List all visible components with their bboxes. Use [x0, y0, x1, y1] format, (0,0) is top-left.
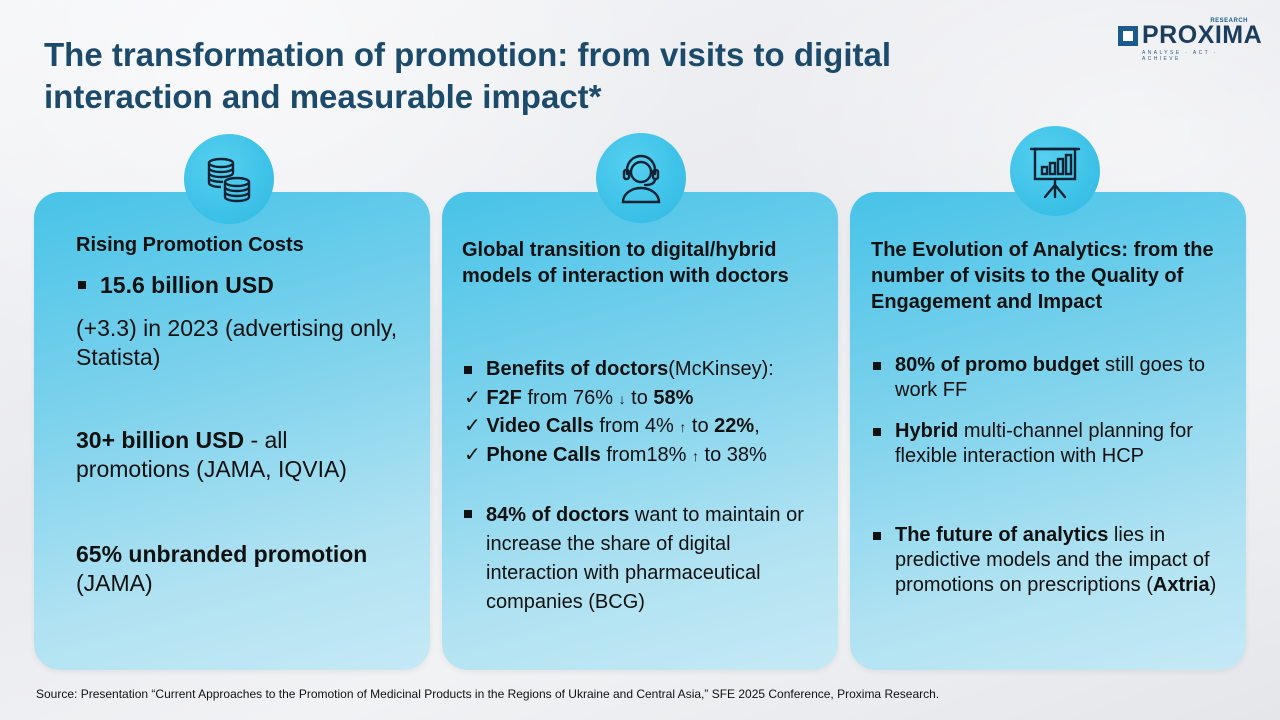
card2-benefits: Benefits of doctors(McKinsey):: [486, 358, 774, 380]
bullet-marker: [873, 428, 881, 436]
bullet-marker: [464, 366, 472, 374]
bullet-marker: [78, 281, 86, 289]
bullet-marker: [464, 510, 472, 518]
card-promotion-costs: [34, 192, 430, 670]
card3-future-analytics: The future of analytics lies in predicti…: [895, 524, 1217, 596]
coins-icon: [184, 134, 274, 224]
arrow-up-icon: ↑: [679, 419, 687, 435]
card1-cost-detail: (+3.3) in 2023 (advertising only, Statis…: [76, 315, 398, 370]
bullet-marker: [873, 532, 881, 540]
slide-title: The transformation of promotion: from vi…: [44, 36, 891, 115]
card3-heading: The Evolution of Analytics: from the num…: [871, 239, 1214, 313]
card1-bullet-cost: 15.6 billion USD: [100, 272, 274, 298]
card1-heading: Rising Promotion Costs: [76, 234, 304, 256]
card-analytics-evolution: [850, 192, 1246, 670]
arrow-down-icon: ↓: [618, 391, 626, 407]
card1-unbranded: 65% unbranded promotion (JAMA): [76, 541, 368, 596]
card3-promo-budget: 80% of promo budget still goes to work F…: [895, 354, 1206, 401]
card2-f2f-row: ✓ F2F from 76% ↓ to 58%: [464, 387, 694, 409]
card2-doctors-share: 84% of doctors want to maintain or incre…: [486, 504, 804, 613]
source-footnote: Source: Presentation “Current Approaches…: [36, 687, 940, 701]
card2-video-row: ✓ Video Calls from 4% ↑ to 22%,: [464, 415, 760, 437]
bullet-marker: [873, 362, 881, 370]
card1-all-promotions: 30+ billion USD - all promotions (JAMA, …: [76, 427, 347, 482]
presentation-chart-icon: [1010, 126, 1100, 216]
card2-phone-row: ✓ Phone Calls from18% ↑ to 38%: [464, 444, 767, 466]
card3-hybrid: Hybrid multi-channel planning for flexib…: [895, 420, 1193, 467]
headset-user-icon: [596, 133, 686, 223]
card2-heading: Global transition to digital/hybrid mode…: [462, 239, 789, 287]
arrow-up-icon: ↑: [691, 448, 699, 464]
proxima-logo: RESEARCH PROXIMA ANALYSE · ACT · ACHIEVE: [1118, 18, 1262, 62]
card-digital-transition: [442, 192, 838, 670]
